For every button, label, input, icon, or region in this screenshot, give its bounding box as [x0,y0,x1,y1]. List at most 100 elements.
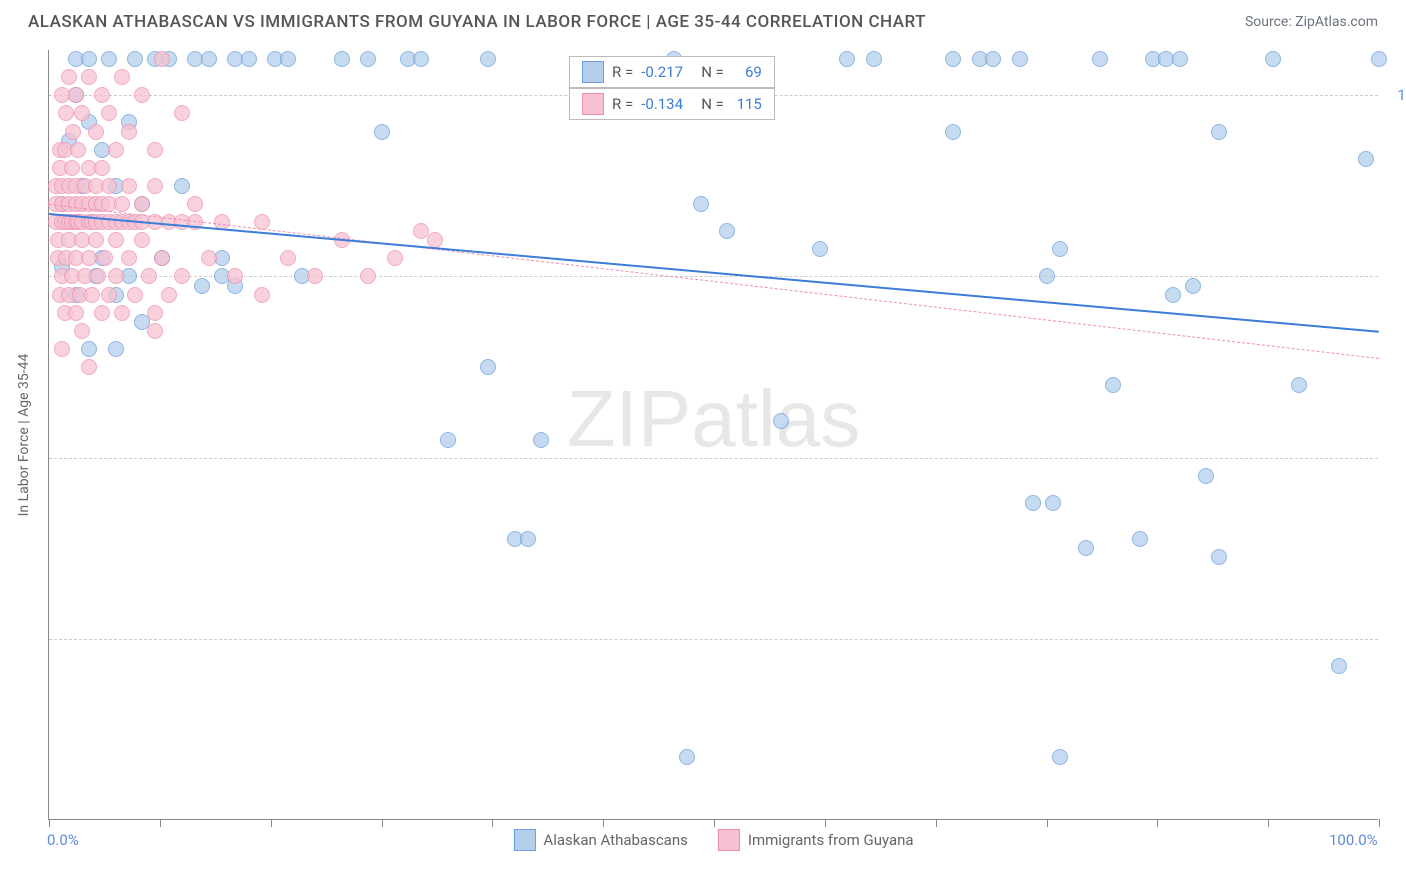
stat-r-label: R = [612,95,633,113]
scatter-point [307,268,323,284]
stat-r-label: R = [612,63,633,81]
x-tick-label: 0.0% [47,831,79,849]
scatter-point [866,51,882,67]
legend-item: Immigrants from Guyana [718,829,914,851]
scatter-point [693,196,709,212]
scatter-point [374,124,390,140]
scatter-point [147,305,163,321]
scatter-point [227,268,243,284]
x-tick [714,819,715,827]
scatter-point [154,51,170,67]
legend-item: Alaskan Athabascans [513,829,687,851]
scatter-point [254,287,270,303]
scatter-point [360,51,376,67]
source-label: Source: ZipAtlas.com [1245,14,1378,30]
chart-title: ALASKAN ATHABASCAN VS IMMIGRANTS FROM GU… [28,12,926,32]
stat-r-value: -0.134 [641,95,693,113]
scatter-point [58,105,74,121]
scatter-point [1105,377,1121,393]
scatter-point [108,142,124,158]
stat-n-label: N = [701,95,724,113]
scatter-point [61,69,77,85]
scatter-point [97,250,113,266]
x-tick [603,819,604,827]
scatter-point [94,87,110,103]
scatter-point [280,51,296,67]
scatter-point [520,531,536,547]
scatter-point [1092,51,1108,67]
legend-swatch [513,829,535,851]
gridline-h [49,276,1378,277]
gridline-h [49,639,1378,640]
scatter-point [114,196,130,212]
scatter-point [64,160,80,176]
scatter-point [533,432,549,448]
scatter-point [480,359,496,375]
scatter-point [134,87,150,103]
x-tick [936,819,937,827]
scatter-point [81,341,97,357]
scatter-point [1052,241,1068,257]
scatter-point [1291,377,1307,393]
stats-box: R =-0.134N =115 [569,88,775,120]
x-tick [492,819,493,827]
scatter-point [68,87,84,103]
y-tick-label: 100.0% [1397,86,1406,104]
scatter-point [719,223,735,239]
legend-swatch [718,829,740,851]
scatter-point [187,196,203,212]
scatter-point [945,51,961,67]
scatter-point [81,69,97,85]
scatter-point [101,287,117,303]
scatter-point [1265,51,1281,67]
scatter-point [201,51,217,67]
scatter-point [108,341,124,357]
scatter-point [1165,287,1181,303]
scatter-point [945,124,961,140]
scatter-point [84,287,100,303]
scatter-point [134,196,150,212]
scatter-point [161,287,177,303]
scatter-point [1371,51,1387,67]
scatter-point [1045,495,1061,511]
scatter-point [81,250,97,266]
scatter-point [127,287,143,303]
scatter-point [147,178,163,194]
legend: Alaskan Athabascans Immigrants from Guyan… [513,829,913,851]
scatter-point [81,359,97,375]
scatter-point [101,105,117,121]
scatter-point [280,250,296,266]
scatter-point [68,305,84,321]
scatter-point [1132,531,1148,547]
scatter-chart: ZIPatlas 40.0%60.0%80.0%100.0%0.0%100.0%… [48,50,1378,820]
scatter-point [413,51,429,67]
scatter-point [81,51,97,67]
x-tick [160,819,161,827]
scatter-point [114,69,130,85]
scatter-point [108,268,124,284]
scatter-point [1078,540,1094,556]
stat-n-value: 69 [732,63,762,81]
x-tick [1379,819,1380,827]
scatter-point [174,105,190,121]
y-axis-label: In Labor Force | Age 35-44 [16,354,32,517]
x-tick [1268,819,1269,827]
scatter-point [121,250,137,266]
scatter-point [773,413,789,429]
scatter-point [147,323,163,339]
scatter-point [108,232,124,248]
scatter-point [985,51,1001,67]
trend-line [49,204,1379,359]
legend-swatch [582,61,604,83]
legend-swatch [582,93,604,115]
scatter-point [65,124,81,140]
scatter-point [1185,278,1201,294]
x-tick [49,819,50,827]
scatter-point [679,749,695,765]
scatter-point [1198,468,1214,484]
scatter-point [1358,151,1374,167]
scatter-point [94,305,110,321]
scatter-point [114,305,130,321]
scatter-point [334,51,350,67]
x-tick [1157,819,1158,827]
